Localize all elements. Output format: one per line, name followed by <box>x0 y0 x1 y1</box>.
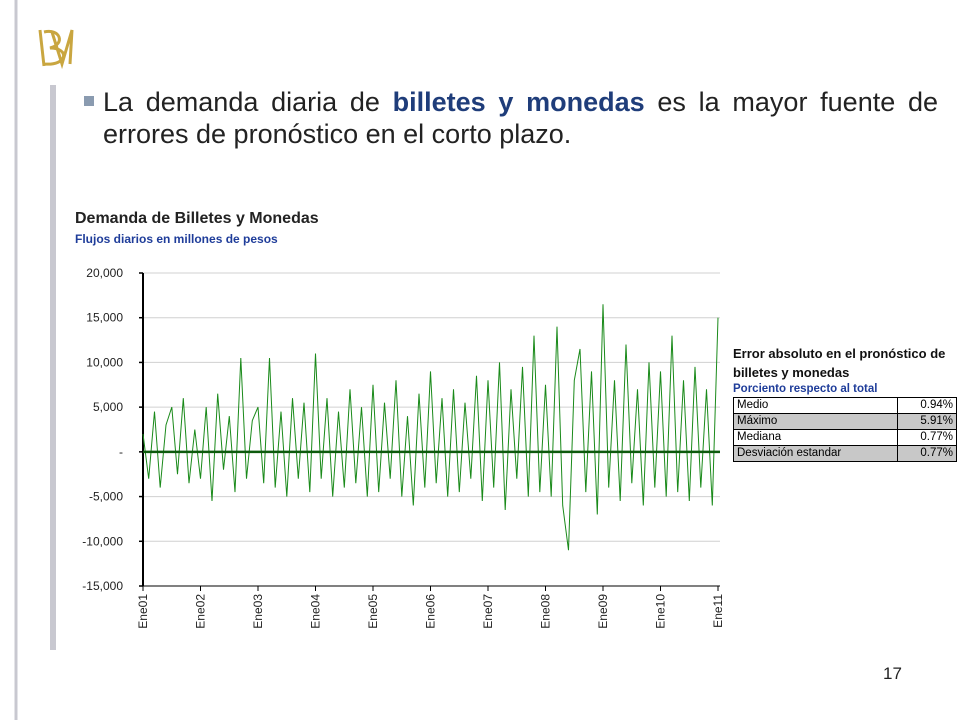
chart-subtitle: Flujos diarios en millones de pesos <box>75 232 278 246</box>
table-cell: Máximo <box>732 413 899 430</box>
page-number: 17 <box>883 664 902 683</box>
table: Medio 0.94% Máximo 5.91% Mediana 0.77% Desviac… <box>732 397 957 462</box>
bullet-marker <box>84 96 94 106</box>
table-subtitle: Porciento respecto al total <box>733 383 878 395</box>
text: La demanda diaria de <box>103 87 393 117</box>
y-tick-label: 10,000 <box>86 355 123 369</box>
y-tick-label: 15,000 <box>86 311 123 325</box>
x-tick-label: Ene02 <box>194 594 208 629</box>
bullet-text: La demanda diaria de billetes y monedas … <box>103 86 938 150</box>
y-tick-label: 5,000 <box>93 400 123 414</box>
y-tick-label: - <box>119 445 123 459</box>
x-tick-label: Ene03 <box>251 594 265 629</box>
table-row: Desviación estandar 0.77% <box>732 445 957 462</box>
table-cell: Mediana <box>732 429 899 446</box>
logo <box>38 29 74 70</box>
table-title: Error absoluto en el pronóstico de bille… <box>733 346 946 380</box>
table-cell: 0.77% <box>897 429 957 446</box>
error-table: Error absoluto en el pronóstico de bille… <box>732 344 957 462</box>
x-tick-label: Ene11 <box>711 594 725 628</box>
x-tick-label: Ene08 <box>539 594 553 629</box>
data-line <box>142 304 719 551</box>
table-cell: Desviación estandar <box>732 445 899 462</box>
text: es la mayor fuente de errores de pronóst… <box>103 87 938 149</box>
x-tick-label: Ene04 <box>309 594 323 629</box>
table-cell: Medio <box>732 397 899 414</box>
x-tick-label: Ene10 <box>654 594 668 629</box>
y-tick-label: -5,000 <box>89 490 123 504</box>
table-row: Mediana 0.77% <box>732 429 957 446</box>
y-tick-label: -15,000 <box>82 579 123 593</box>
table-row: Máximo 5.91% <box>732 413 957 430</box>
x-tick-label: Ene06 <box>424 594 438 629</box>
y-tick-label: -10,000 <box>82 534 123 548</box>
table-row: Medio 0.94% <box>732 397 957 414</box>
x-tick-label: Ene01 <box>136 594 150 629</box>
y-tick-label: 20,000 <box>86 266 123 280</box>
table-cell: 5.91% <box>897 413 957 430</box>
chart-title: Demanda de Billetes y Monedas <box>75 210 319 227</box>
table-cell: 0.77% <box>897 445 957 462</box>
x-tick-label: Ene05 <box>366 594 380 629</box>
x-tick-label: Ene09 <box>596 594 610 629</box>
x-tick-label: Ene07 <box>481 594 495 629</box>
table-cell: 0.94% <box>897 397 957 414</box>
highlight-text: billetes y monedas <box>392 87 645 117</box>
